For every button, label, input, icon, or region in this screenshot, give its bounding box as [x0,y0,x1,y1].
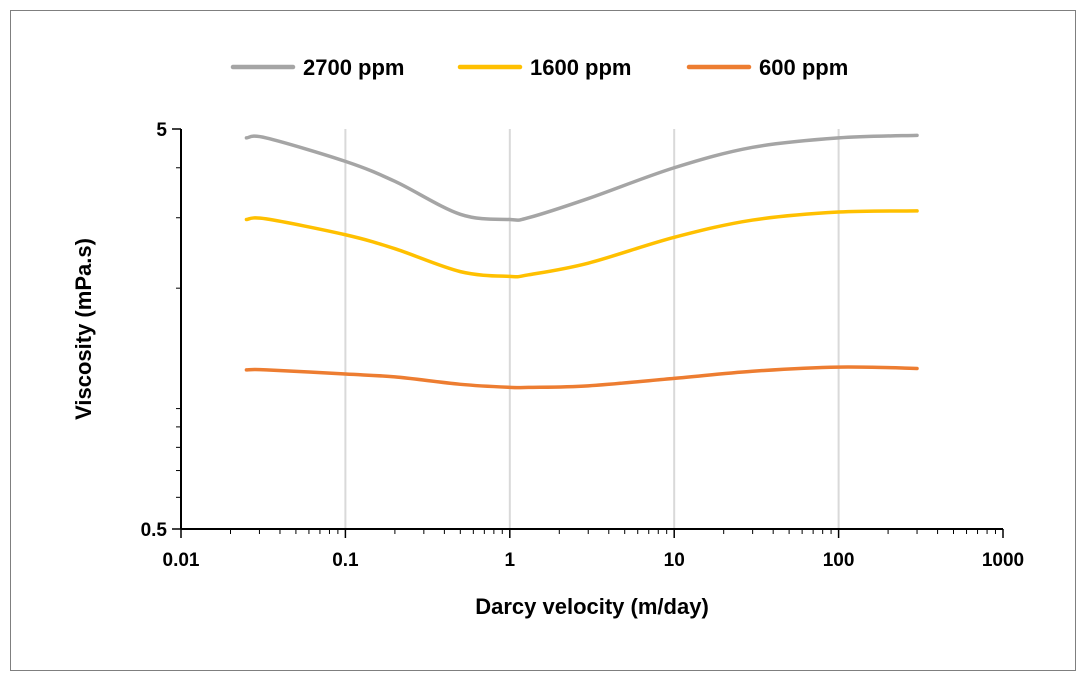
x-tick-label: 0.1 [332,550,359,571]
legend-label: 600 ppm [759,55,848,80]
y-tick-label: 0.5 [141,520,168,541]
x-tick-label: 10 [664,550,685,571]
y-tick-label: 5 [156,120,167,141]
gridlines [344,129,840,529]
x-tick-label: 1 [505,550,516,571]
series-line-1600-ppm [244,209,919,279]
series-line-2700-ppm [244,133,919,222]
legend-label: 1600 ppm [530,55,632,80]
x-tick-label: 0.01 [163,550,200,571]
chart-frame: 0.01 0.1 1 10 100 1000 0.5 5 2700 ppm 1600 ppm 60… [10,10,1076,671]
series-lines [244,133,919,390]
axes [172,128,1004,538]
chart-svg: 0.01 0.1 1 10 100 1000 0.5 5 2700 ppm 1600 ppm 60… [71,55,1025,619]
series-line-600-ppm [244,365,919,390]
legend: 2700 ppm 1600 ppm 600 ppm [230,55,848,80]
x-tick-label: 100 [823,550,855,571]
x-tick-label: 1000 [982,550,1024,571]
legend-label: 2700 ppm [303,55,405,80]
x-axis-title: Darcy velocity (m/day) [475,594,709,619]
tick-labels: 0.01 0.1 1 10 100 1000 0.5 5 [141,120,1025,571]
y-axis-title: Viscosity (mPa.s) [71,238,96,420]
